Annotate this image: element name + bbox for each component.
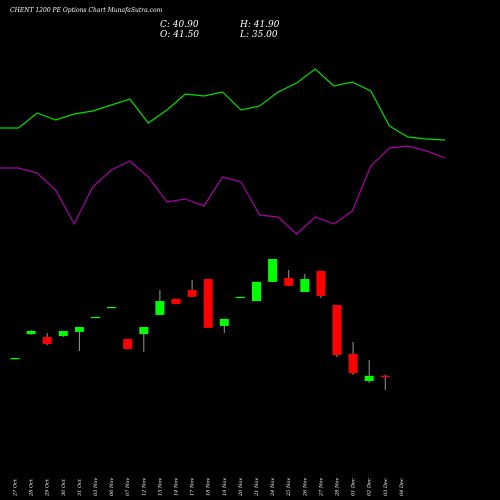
x-tick-label: 30 Oct: [61, 478, 67, 496]
candle-body: [123, 338, 133, 350]
high-label: H: 41.90: [239, 20, 280, 30]
x-tick-label: 14 Nov: [174, 478, 180, 496]
candle-body: [348, 353, 358, 374]
x-tick-label: 31 Oct: [77, 478, 83, 496]
x-tick-label: 12 Nov: [141, 478, 147, 496]
candle-body: [91, 316, 100, 319]
x-tick-label: 29 Oct: [45, 478, 51, 497]
x-tick-label: 06 Nov: [109, 478, 115, 496]
candle-body: [42, 336, 52, 344]
candle-body: [26, 330, 36, 335]
close-label: C: 40.90: [160, 20, 199, 30]
candle-body: [268, 259, 278, 282]
candle-body: [219, 318, 229, 326]
x-tick-label: 13 Nov: [157, 478, 163, 496]
candle-body: [171, 298, 181, 304]
candle-body: [235, 296, 245, 299]
x-tick-label: 07 Nov: [125, 478, 131, 496]
x-tick-label: 20 Nov: [238, 478, 244, 497]
x-tick-label: 24 Nov: [270, 478, 276, 497]
candle-body: [300, 279, 310, 293]
x-tick-label: 03 Dec: [383, 478, 389, 496]
candle-body: [187, 290, 197, 297]
x-tick-label: 26 Nov: [302, 478, 308, 497]
candle-body: [284, 277, 294, 286]
indicator-line: [0, 68, 446, 141]
candle-body: [74, 327, 84, 332]
candle-body: [332, 305, 342, 355]
x-tick-label: 01 Dec: [351, 478, 357, 496]
x-tick-label: 21 Nov: [254, 478, 260, 497]
candle-body: [155, 301, 165, 315]
x-tick-label: 04 Dec: [399, 478, 405, 496]
candle-body: [316, 270, 326, 296]
x-tick-label: 28 Oct: [29, 478, 35, 497]
x-tick-label: 19 Nov: [222, 478, 228, 496]
x-tick-label: 03 Nov: [93, 478, 99, 496]
candle-body: [10, 358, 20, 360]
candle-body: [364, 375, 374, 381]
candle-body: [380, 375, 390, 378]
low-label: L: 35.00: [239, 30, 278, 40]
x-tick-label: 27 Nov: [318, 478, 324, 497]
candle-body: [58, 330, 68, 337]
x-tick-label: 18 Nov: [206, 478, 212, 496]
candle-body: [203, 279, 213, 328]
candle-body: [139, 327, 149, 335]
chart-title: CHENT 1200 PE Options Chart MunafaSutra.…: [10, 7, 163, 14]
x-tick-label: 17 Nov: [190, 478, 196, 496]
x-tick-label: 27 Oct: [13, 478, 19, 497]
open-label: O: 41.50: [160, 30, 199, 40]
indicator-line: [0, 145, 446, 235]
candle-body: [107, 306, 117, 309]
x-tick-label: 28 Nov: [335, 478, 341, 497]
x-tick-label: 02 Dec: [367, 478, 373, 496]
x-tick-label: 25 Nov: [286, 478, 292, 497]
candle-body: [252, 281, 261, 302]
